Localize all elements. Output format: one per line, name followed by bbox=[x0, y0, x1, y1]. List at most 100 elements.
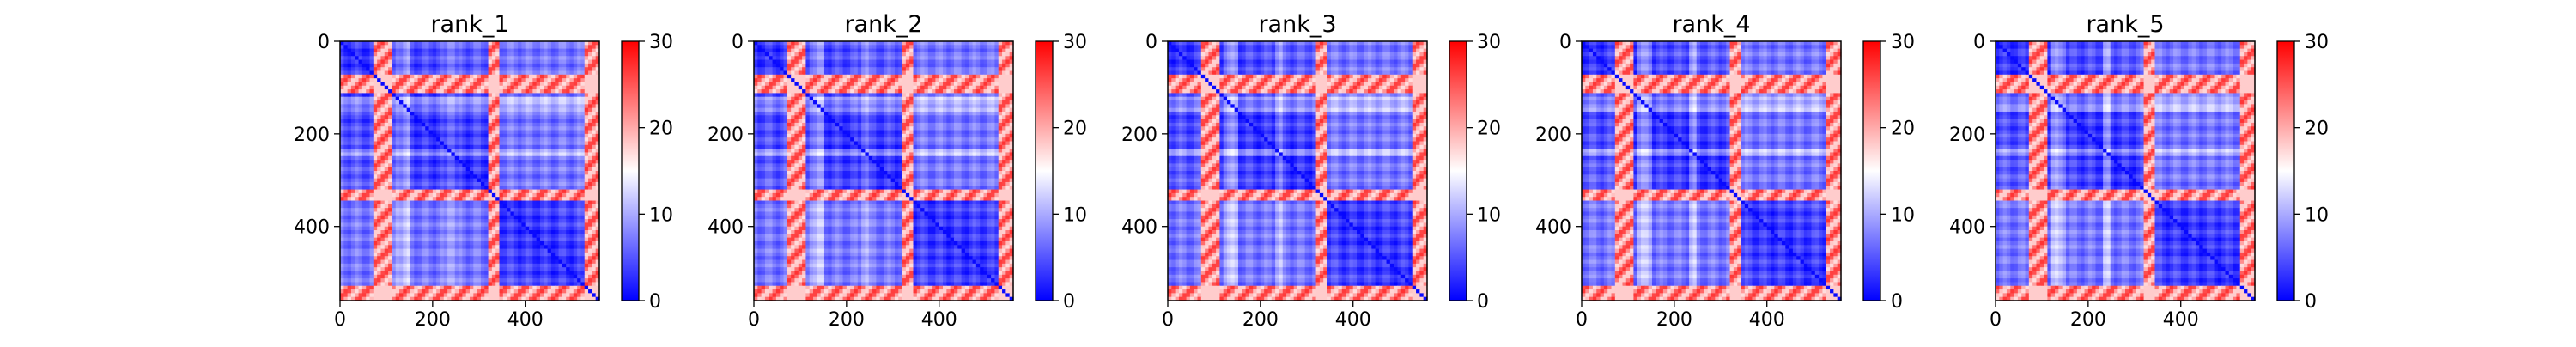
heatmap-cell bbox=[580, 145, 585, 149]
heatmap-cell bbox=[481, 49, 485, 53]
heatmap-cell bbox=[492, 171, 496, 175]
heatmap-cell bbox=[343, 253, 348, 257]
heatmap-cell bbox=[444, 56, 448, 60]
heatmap-cell bbox=[403, 67, 407, 71]
heatmap-cell bbox=[425, 267, 429, 271]
heatmap-cell bbox=[514, 186, 519, 190]
heatmap-cell bbox=[385, 289, 389, 294]
heatmap-cell bbox=[577, 141, 581, 145]
heatmap-cell bbox=[362, 141, 367, 145]
heatmap-cell bbox=[377, 216, 381, 220]
heatmap-cell bbox=[392, 245, 396, 249]
heatmap-cell bbox=[532, 160, 537, 164]
heatmap-cell bbox=[503, 152, 507, 156]
heatmap-cell bbox=[396, 149, 400, 153]
heatmap-cell bbox=[466, 275, 471, 279]
heatmap-cell bbox=[380, 167, 385, 172]
heatmap-cell bbox=[580, 97, 585, 101]
heatmap-cell bbox=[359, 56, 363, 60]
heatmap-cell bbox=[370, 104, 374, 108]
heatmap-cell bbox=[451, 182, 455, 186]
heatmap-cell bbox=[473, 163, 477, 167]
heatmap-cell bbox=[447, 211, 452, 216]
heatmap-cell bbox=[577, 211, 581, 216]
heatmap-cell bbox=[592, 75, 596, 79]
heatmap-cell bbox=[489, 100, 493, 105]
heatmap-cell bbox=[403, 197, 407, 201]
heatmap-cell bbox=[433, 245, 437, 249]
heatmap-cell bbox=[355, 145, 359, 149]
heatmap-cell bbox=[418, 197, 422, 201]
heatmap-cell bbox=[577, 75, 581, 79]
heatmap-cell bbox=[348, 134, 352, 138]
heatmap-cell bbox=[492, 278, 496, 283]
heatmap-cell bbox=[388, 245, 392, 249]
heatmap-cell bbox=[559, 253, 563, 257]
heatmap-cell bbox=[569, 71, 574, 76]
heatmap-cell bbox=[580, 174, 585, 179]
heatmap-cell bbox=[540, 227, 544, 231]
heatmap-cell bbox=[462, 275, 466, 279]
heatmap-cell bbox=[548, 126, 552, 131]
heatmap-cell bbox=[532, 145, 537, 149]
heatmap-cell bbox=[507, 160, 511, 164]
heatmap-cell bbox=[532, 245, 537, 249]
heatmap-cell bbox=[562, 249, 567, 253]
heatmap-cell bbox=[455, 134, 459, 138]
heatmap-cell bbox=[518, 264, 522, 268]
heatmap-cell bbox=[473, 131, 477, 135]
heatmap-cell bbox=[455, 249, 459, 253]
heatmap-cell bbox=[477, 204, 482, 209]
heatmap-cell bbox=[459, 100, 463, 105]
heatmap-cell bbox=[529, 234, 533, 238]
heatmap-cell bbox=[510, 115, 514, 119]
heatmap-cell bbox=[403, 253, 407, 257]
heatmap-cell bbox=[407, 93, 411, 97]
heatmap-cell bbox=[459, 141, 463, 145]
heatmap-cell bbox=[532, 71, 537, 76]
heatmap-cell bbox=[580, 56, 585, 60]
heatmap-cell bbox=[366, 286, 370, 290]
heatmap-cell bbox=[492, 134, 496, 138]
heatmap-cell bbox=[343, 156, 348, 161]
heatmap-cell bbox=[399, 86, 404, 90]
heatmap-cell bbox=[348, 234, 352, 238]
heatmap-cell bbox=[510, 179, 514, 183]
heatmap-cell bbox=[569, 171, 574, 175]
heatmap-cell bbox=[544, 163, 548, 167]
heatmap-cell bbox=[436, 197, 440, 201]
heatmap-cell bbox=[580, 197, 585, 201]
heatmap-cell bbox=[510, 160, 514, 164]
heatmap-cell bbox=[477, 286, 482, 290]
heatmap-cell bbox=[555, 100, 559, 105]
heatmap-cell bbox=[388, 211, 392, 216]
heatmap-cell bbox=[399, 149, 404, 153]
heatmap-cell bbox=[532, 179, 537, 183]
heatmap-cell bbox=[566, 49, 570, 53]
heatmap-cell bbox=[540, 93, 544, 97]
heatmap-cell bbox=[500, 174, 504, 179]
heatmap-cell bbox=[362, 182, 367, 186]
heatmap-cell bbox=[422, 204, 426, 209]
heatmap-cell bbox=[532, 115, 537, 119]
heatmap-cell bbox=[459, 211, 463, 216]
heatmap-cell bbox=[422, 126, 426, 131]
heatmap-cell bbox=[407, 145, 411, 149]
heatmap-cell bbox=[562, 149, 567, 153]
heatmap-cell bbox=[433, 160, 437, 164]
heatmap-cell bbox=[455, 123, 459, 127]
heatmap-cell bbox=[388, 49, 392, 53]
heatmap-cell bbox=[559, 75, 563, 79]
heatmap-cell bbox=[481, 216, 485, 220]
heatmap-cell bbox=[574, 197, 578, 201]
heatmap-cell bbox=[380, 267, 385, 271]
heatmap-cell bbox=[585, 49, 589, 53]
heatmap-cell bbox=[362, 289, 367, 294]
heatmap-cell bbox=[459, 145, 463, 149]
heatmap-cell bbox=[510, 126, 514, 131]
heatmap-cell bbox=[399, 201, 404, 205]
heatmap-cell bbox=[580, 245, 585, 249]
heatmap-cell bbox=[529, 182, 533, 186]
heatmap-cell bbox=[422, 260, 426, 265]
heatmap-cell bbox=[532, 171, 537, 175]
